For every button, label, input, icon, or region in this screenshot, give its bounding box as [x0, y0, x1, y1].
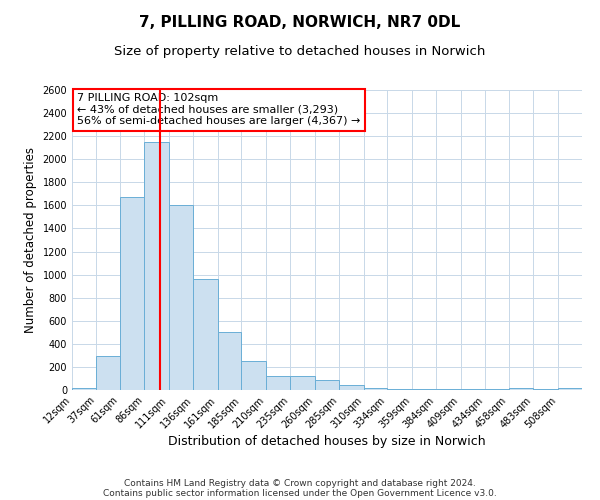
Bar: [193, 279, 218, 390]
Text: 7 PILLING ROAD: 102sqm
← 43% of detached houses are smaller (3,293)
56% of semi-: 7 PILLING ROAD: 102sqm ← 43% of detached…: [77, 93, 361, 126]
Y-axis label: Number of detached properties: Number of detached properties: [24, 147, 37, 333]
Bar: [509, 388, 533, 390]
Bar: [169, 206, 193, 390]
Bar: [97, 356, 120, 390]
Text: 7, PILLING ROAD, NORWICH, NR7 0DL: 7, PILLING ROAD, NORWICH, NR7 0DL: [139, 15, 461, 30]
Bar: [218, 332, 241, 390]
Bar: [120, 198, 145, 390]
Text: Contains HM Land Registry data © Crown copyright and database right 2024.: Contains HM Land Registry data © Crown c…: [124, 478, 476, 488]
Text: Contains public sector information licensed under the Open Government Licence v3: Contains public sector information licen…: [103, 488, 497, 498]
Bar: [339, 386, 364, 390]
Text: Size of property relative to detached houses in Norwich: Size of property relative to detached ho…: [115, 45, 485, 58]
X-axis label: Distribution of detached houses by size in Norwich: Distribution of detached houses by size …: [168, 436, 486, 448]
Bar: [241, 361, 266, 390]
Bar: [557, 388, 582, 390]
Bar: [364, 388, 387, 390]
Bar: [145, 142, 169, 390]
Bar: [72, 388, 97, 390]
Bar: [266, 376, 290, 390]
Bar: [315, 380, 339, 390]
Bar: [290, 376, 315, 390]
